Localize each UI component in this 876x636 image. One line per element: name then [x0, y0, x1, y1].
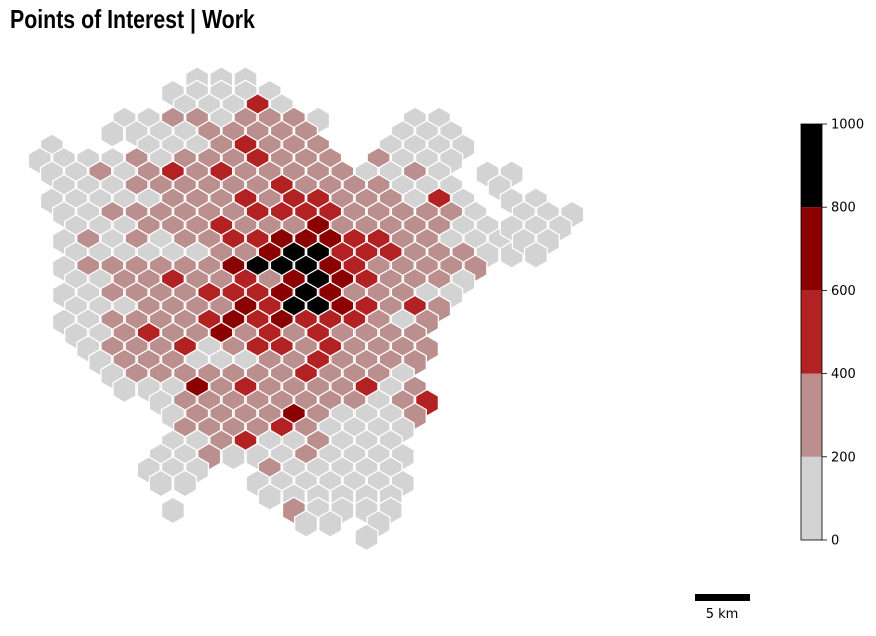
colorbar-tick-label: 600	[831, 284, 856, 299]
hex-cell	[100, 119, 125, 148]
map-title: Points of Interest | Work	[10, 4, 255, 34]
hex-cell	[523, 240, 548, 269]
scale-bar: 5 km	[695, 594, 750, 622]
colorbar-bin	[801, 373, 822, 457]
colorbar-bin	[801, 124, 822, 208]
hex-cell	[112, 375, 137, 404]
hex-cell	[172, 469, 198, 498]
hex-cell	[293, 509, 319, 538]
hex-cell	[257, 483, 282, 511]
colorbar-bin	[801, 456, 822, 540]
hex-cell	[160, 496, 185, 525]
colorbar-frame	[800, 123, 823, 541]
hex-cell	[318, 509, 343, 538]
hex-cell	[221, 442, 246, 471]
hexbin-layer	[27, 66, 585, 552]
scale-bar-label: 5 km	[706, 607, 739, 622]
hex-cell	[354, 523, 379, 552]
colorbar-tick-label: 400	[831, 367, 856, 382]
colorbar: 0 200 400 600 800 1000	[800, 118, 864, 549]
colorbar-tick-label: 1000	[831, 118, 864, 133]
colorbar-tick-label: 200	[831, 450, 856, 465]
colorbar-tick-label: 0	[831, 534, 839, 549]
colorbar-bin	[801, 207, 822, 291]
colorbar-tick-label: 800	[831, 201, 856, 216]
hex-cell	[148, 469, 173, 498]
scale-bar-line	[695, 594, 750, 601]
colorbar-bin	[801, 290, 822, 374]
